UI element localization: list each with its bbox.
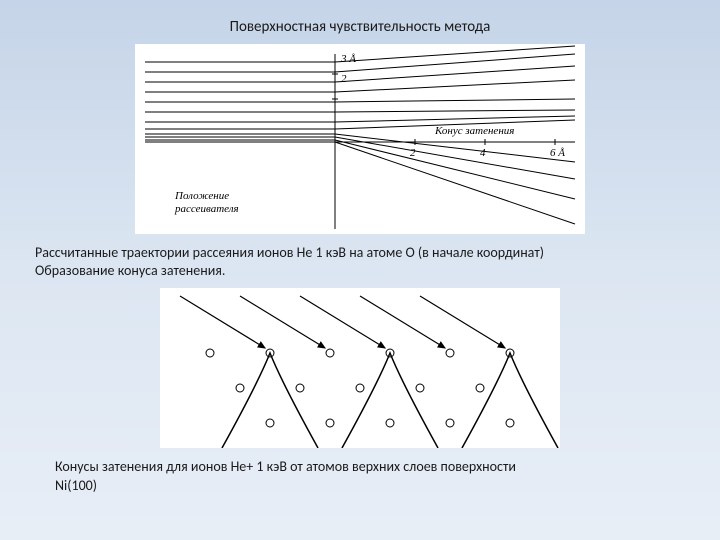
caption-2-line-1: Конусы затенения для ионов He+ 1 кэВ от … [55,458,516,475]
svg-text:рассеивателя: рассеивателя [174,203,239,215]
caption-2-line-2: Ni(100) [55,477,97,494]
svg-text:2: 2 [341,73,347,85]
svg-text:2: 2 [410,147,416,159]
caption-1-line-2: Образование конуса затенения. [35,262,225,279]
svg-text:Положение: Положение [174,190,229,202]
svg-text:Конус затенения: Конус затенения [434,125,514,137]
svg-text:6 Å: 6 Å [550,147,565,159]
caption-diagram-2: Конусы затенения для ионов He+ 1 кэВ от … [0,448,720,494]
diagram-shadow-cones [160,288,560,448]
diagram-scattering-trajectories: 3 Å 2 2 4 6 Å Конус затенения Положениерассеив… [135,44,585,234]
svg-text:3 Å: 3 Å [340,53,356,65]
svg-text:4: 4 [480,147,486,159]
page-title: Поверхностная чувствительность метода [0,0,720,36]
caption-1-line-1: Рассчитанные траектории рассеяния ионов … [35,244,544,261]
caption-diagram-1: Рассчитанные траектории рассеяния ионов … [0,234,720,280]
